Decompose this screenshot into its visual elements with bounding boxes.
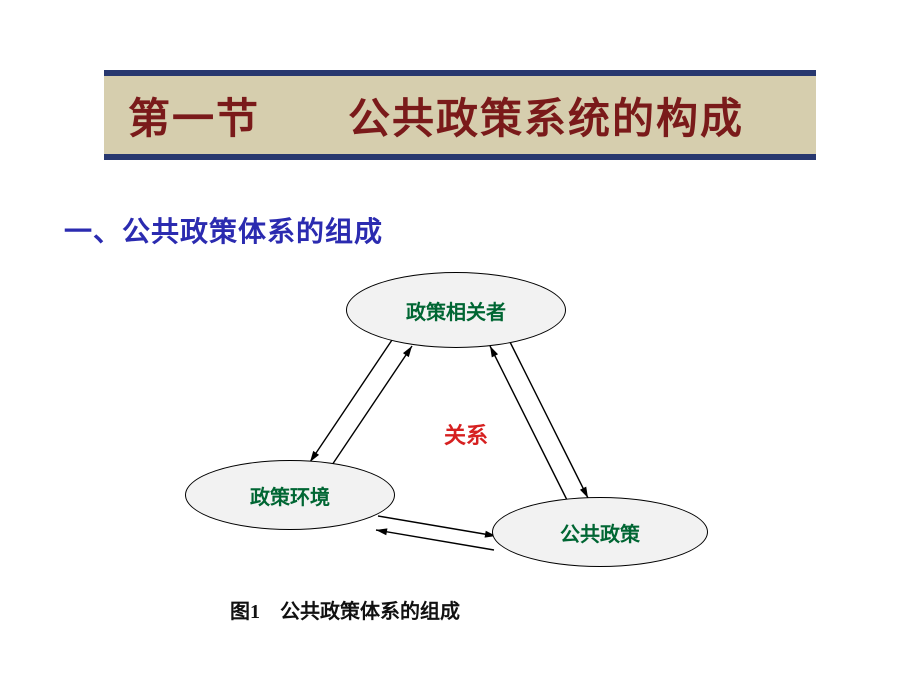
title-part2: 公共政策系统的构成 <box>348 97 744 143</box>
figure-caption-prefix: 图1 <box>230 601 280 623</box>
title-part1: 第一节 <box>128 97 260 143</box>
figure-caption-text: 公共政策体系的组成 <box>280 601 460 623</box>
diagram-node-stakeholders: 政策相关者 <box>346 272 566 348</box>
diagram-node-policy: 公共政策 <box>492 497 708 567</box>
section-heading-text: 公共政策体系的组成 <box>122 217 383 248</box>
relationship-diagram: 政策相关者政策环境公共政策 关系 <box>160 270 760 590</box>
figure-caption: 图1 公共政策体系的组成 <box>230 595 460 624</box>
title-band: 第一节 公共政策系统的构成 <box>104 76 816 154</box>
slide-title-block: 第一节 公共政策系统的构成 <box>104 70 816 160</box>
section-heading-prefix: 一、 <box>64 217 122 248</box>
diagram-node-environment: 政策环境 <box>185 460 395 530</box>
slide-title: 第一节 公共政策系统的构成 <box>128 85 744 146</box>
title-gap <box>260 97 348 143</box>
title-rule-bottom <box>104 154 816 160</box>
diagram-center-label: 关系 <box>444 418 488 450</box>
section-heading: 一、公共政策体系的组成 <box>64 210 383 250</box>
